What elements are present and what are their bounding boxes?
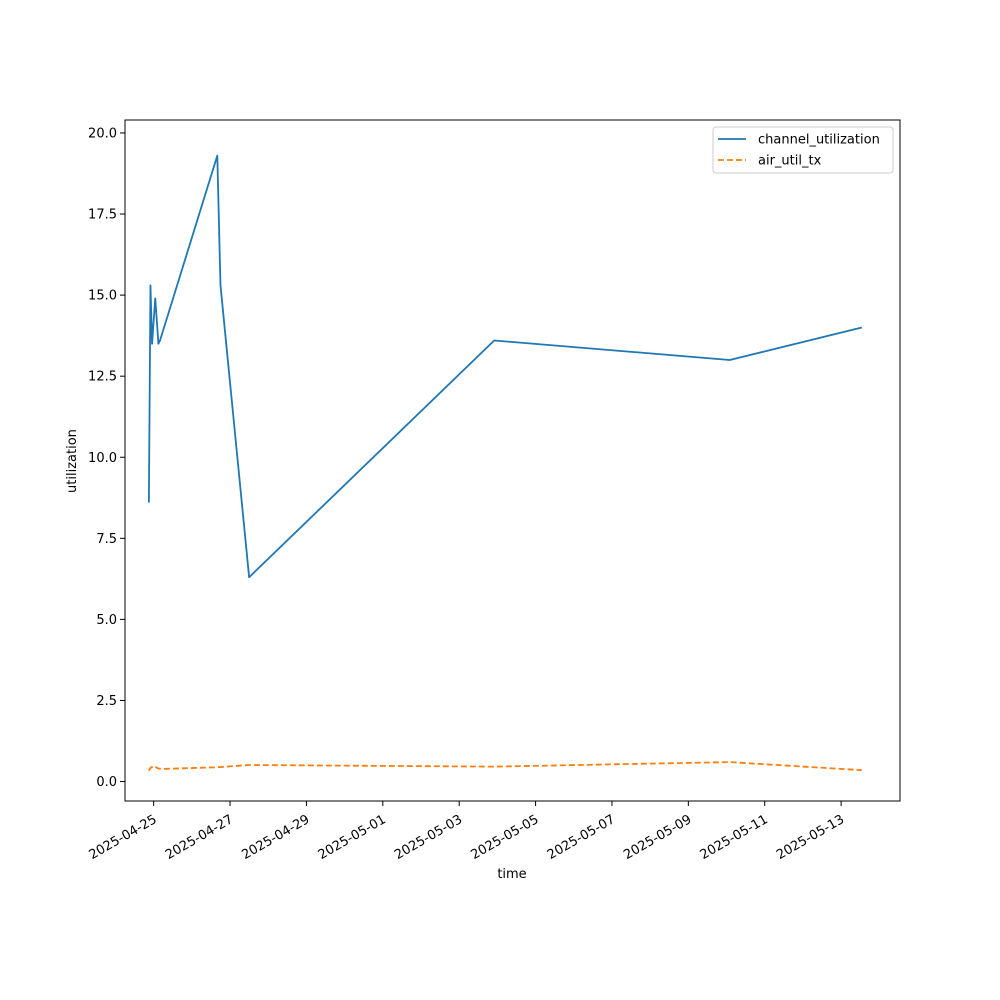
y-tick-label: 20.0: [88, 126, 117, 141]
x-tick-label: 2025-05-01: [316, 812, 389, 863]
x-tick-label: 2025-05-13: [774, 812, 847, 863]
x-tick-label: 2025-04-27: [163, 812, 236, 863]
series-line-channel-utilization: [147, 154, 863, 579]
series-layer: [147, 154, 863, 772]
x-axis-title: time: [497, 867, 526, 882]
legend-box: [712, 126, 894, 174]
y-axis-title: utilization: [65, 429, 80, 493]
series-line-air-util-tx: [148, 761, 862, 772]
x-axis-ticks: 2025-04-25 2025-04-27 2025-04-29 2025-05-01…: [87, 801, 847, 863]
y-tick-label: 10.0: [88, 451, 117, 466]
legend-label: channel_utilization: [758, 133, 880, 148]
legend: channel_utilization air_util_tx: [712, 126, 894, 174]
plot-frame: [124, 119, 901, 802]
y-tick-label: 12.5: [88, 370, 117, 385]
y-tick-label: 0.0: [96, 775, 117, 790]
y-tick-label: 15.0: [88, 289, 117, 304]
x-tick-label: 2025-04-29: [239, 812, 312, 863]
y-tick-label: 5.0: [96, 613, 117, 628]
x-tick-label: 2025-04-25: [87, 812, 160, 863]
y-tick-label: 17.5: [88, 208, 117, 223]
x-tick-label: 2025-05-07: [545, 812, 618, 863]
y-tick-label: 2.5: [96, 694, 117, 709]
y-axis-ticks: 0.0 2.5 5.0 7.5 10.0 12.5 15.0 17.5 20.0: [88, 126, 125, 790]
x-tick-label: 2025-05-11: [698, 812, 771, 863]
x-tick-label: 2025-05-05: [469, 812, 542, 863]
legend-label: air_util_tx: [758, 154, 822, 169]
x-tick-label: 2025-05-03: [392, 812, 465, 863]
y-tick-label: 7.5: [96, 532, 117, 547]
x-tick-label: 2025-05-09: [621, 812, 694, 863]
